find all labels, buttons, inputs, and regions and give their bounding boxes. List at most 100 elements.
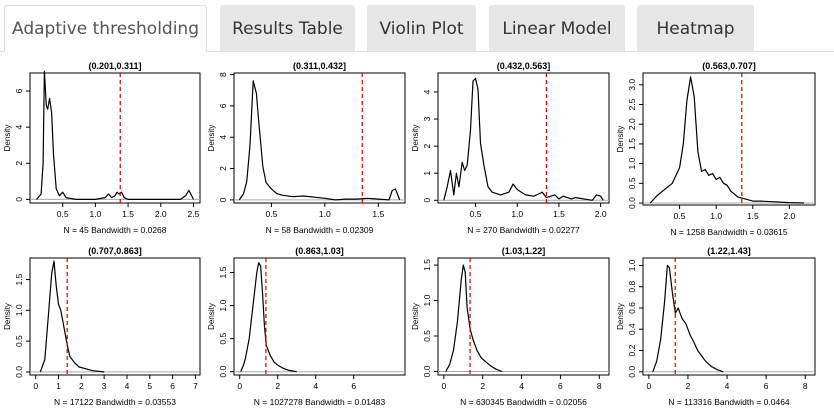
- y-tick-label: 2: [218, 166, 228, 171]
- x-tick-label: 4: [519, 381, 524, 391]
- plot-frame: [642, 257, 816, 376]
- x-tick-label: 1.0: [319, 209, 331, 219]
- y-tick-label: 2: [14, 161, 24, 166]
- density-curve: [652, 264, 724, 373]
- y-tick-label: 4: [218, 135, 228, 140]
- plot-frame: [29, 257, 201, 376]
- y-tick-label: 0.8: [627, 281, 637, 293]
- plot-footer: N = 58 Bandwidth = 0.02309: [266, 225, 374, 235]
- y-tick-label: 0.2: [627, 344, 637, 356]
- y-axis-label: Density: [411, 303, 420, 330]
- density-curve: [240, 262, 297, 373]
- x-tick-label: 2: [686, 381, 691, 391]
- x-tick-label: 1.0: [511, 209, 523, 219]
- y-tick-label: 4: [422, 89, 432, 94]
- x-tick-label: 2: [480, 381, 485, 391]
- y-tick-label: 1.0: [14, 304, 24, 316]
- x-tick-label: 2.0: [595, 209, 607, 219]
- plot-footer: N = 45 Bandwidth = 0.0268: [63, 225, 166, 235]
- tab-heatmap[interactable]: Heatmap: [637, 5, 754, 51]
- y-tick-label: 0.0: [422, 365, 432, 377]
- tab-bar-divider: [0, 51, 834, 52]
- y-axis-label: Density: [616, 303, 625, 330]
- x-tick-label: 4: [313, 381, 318, 391]
- x-tick-label: 6: [351, 381, 356, 391]
- y-tick-label: 0.0: [627, 366, 637, 378]
- y-axis-label: Density: [411, 125, 420, 152]
- y-tick-label: 1.0: [422, 294, 432, 306]
- x-tick-label: 8: [803, 381, 808, 391]
- x-tick-label: 1: [56, 381, 61, 391]
- x-tick-label: 6: [170, 381, 175, 391]
- x-tick-label: 1.0: [89, 209, 101, 219]
- density-curve: [238, 80, 401, 201]
- density-curve: [443, 77, 604, 201]
- y-axis-label: Density: [616, 126, 625, 153]
- x-tick-label: 2.0: [783, 211, 795, 221]
- y-tick-label: 6: [14, 88, 24, 93]
- x-tick-label: 1.0: [710, 211, 722, 221]
- y-tick-label: 2.0: [627, 118, 637, 130]
- y-tick-label: 0.5: [627, 177, 637, 189]
- x-tick-label: 1.5: [122, 209, 134, 219]
- x-tick-label: 7: [193, 381, 198, 391]
- x-tick-label: 0: [441, 381, 446, 391]
- plot-title: (1.03,1.22]: [502, 246, 546, 256]
- y-tick-label: 1.5: [218, 266, 228, 278]
- density-curve: [649, 76, 805, 204]
- y-tick-label: 0.5: [14, 335, 24, 347]
- plot-footer: N = 113316 Bandwidth = 0.0464: [668, 397, 790, 407]
- x-tick-label: 3: [102, 381, 107, 391]
- plot-title: (0.563,0.707]: [702, 61, 756, 71]
- x-tick-label: 6: [558, 381, 563, 391]
- y-axis-label: Density: [207, 303, 216, 330]
- plot-frame: [29, 72, 201, 204]
- tab-linear-model[interactable]: Linear Model: [489, 5, 625, 51]
- x-tick-label: 6: [764, 381, 769, 391]
- tab-adaptive-thresholding[interactable]: Adaptive thresholding: [4, 5, 207, 52]
- x-tick-label: 4: [725, 381, 730, 391]
- y-tick-label: 0: [14, 197, 24, 202]
- x-tick-label: 1.5: [372, 209, 384, 219]
- x-tick-label: 2.0: [155, 209, 167, 219]
- plot-footer: N = 17122 Bandwidth = 0.03553: [54, 397, 176, 407]
- y-tick-label: 1.5: [627, 138, 637, 150]
- y-tick-label: 0.0: [627, 197, 637, 209]
- y-tick-label: 3.0: [627, 79, 637, 91]
- y-tick-label: 1.0: [218, 299, 228, 311]
- y-tick-label: 1: [422, 171, 432, 176]
- x-tick-label: 2: [79, 381, 84, 391]
- y-axis-label: Density: [3, 303, 12, 330]
- x-tick-label: 0: [237, 381, 242, 391]
- plot-footer: N = 270 Bandwidth = 0.02277: [467, 225, 580, 235]
- x-tick-label: 4: [125, 381, 130, 391]
- plot-title: (0.201,0.311]: [88, 61, 141, 71]
- tab-bar: Adaptive thresholding Results Table Viol…: [0, 0, 834, 52]
- plot-frame: [437, 257, 610, 376]
- x-tick-label: 0: [33, 381, 38, 391]
- plot-frame: [233, 257, 406, 376]
- y-tick-label: 0.6: [627, 302, 637, 314]
- plot-frame: [642, 72, 816, 206]
- tab-results-table[interactable]: Results Table: [220, 5, 355, 51]
- y-tick-label: 0.4: [627, 323, 637, 335]
- y-tick-label: 0: [422, 198, 432, 203]
- x-tick-label: 5: [147, 381, 152, 391]
- plot-title: (0.863,1.03]: [295, 246, 344, 256]
- x-tick-label: 0.5: [57, 209, 69, 219]
- y-tick-label: 4: [14, 125, 24, 130]
- y-tick-label: 6: [218, 103, 228, 108]
- y-tick-label: 3: [422, 116, 432, 121]
- plot-title: (1.22,1.43]: [707, 246, 751, 256]
- x-tick-label: 2.5: [188, 209, 200, 219]
- x-tick-label: 2: [275, 381, 280, 391]
- x-tick-label: 0: [646, 381, 651, 391]
- x-tick-label: 8: [597, 381, 602, 391]
- plot-footer: N = 630345 Bandwidth = 0.02056: [460, 397, 587, 407]
- y-axis-label: Density: [3, 125, 12, 152]
- y-tick-label: 0: [218, 197, 228, 202]
- y-tick-label: 8: [218, 72, 228, 77]
- tab-violin-plot[interactable]: Violin Plot: [367, 5, 476, 51]
- plot-frame: [233, 72, 406, 204]
